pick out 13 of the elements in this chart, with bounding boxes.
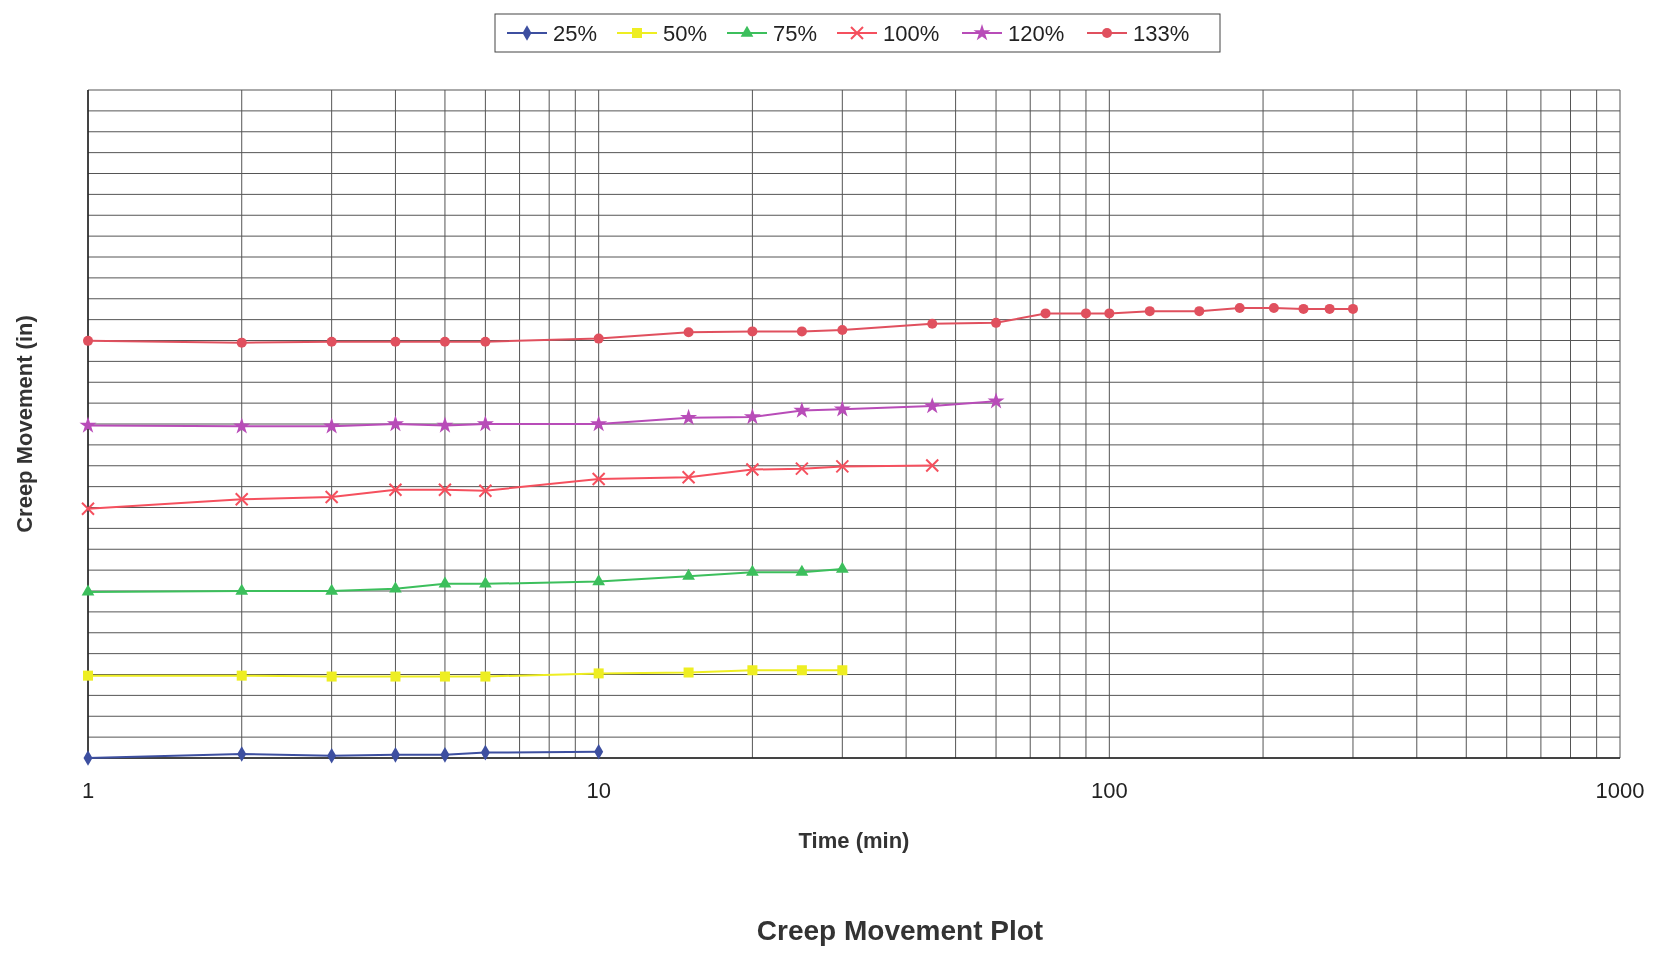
x-tick-label: 10	[586, 778, 611, 803]
legend-label: 75%	[773, 21, 818, 46]
x-tick-label: 100	[1090, 778, 1128, 803]
x-tick-label: 1	[81, 778, 95, 803]
x-tick-label: 1000	[1595, 778, 1645, 803]
text: Creep Movement Plot	[756, 915, 1044, 946]
x-axis-title: Time (min)	[798, 828, 910, 853]
y-axis-title: Creep Movement (in)	[12, 315, 37, 533]
legend-label: 25%	[553, 21, 598, 46]
legend-label: 100%	[883, 21, 940, 46]
legend-label: 50%	[663, 21, 708, 46]
legend-label: 120%	[1008, 21, 1065, 46]
legend-label: 133%	[1133, 21, 1190, 46]
